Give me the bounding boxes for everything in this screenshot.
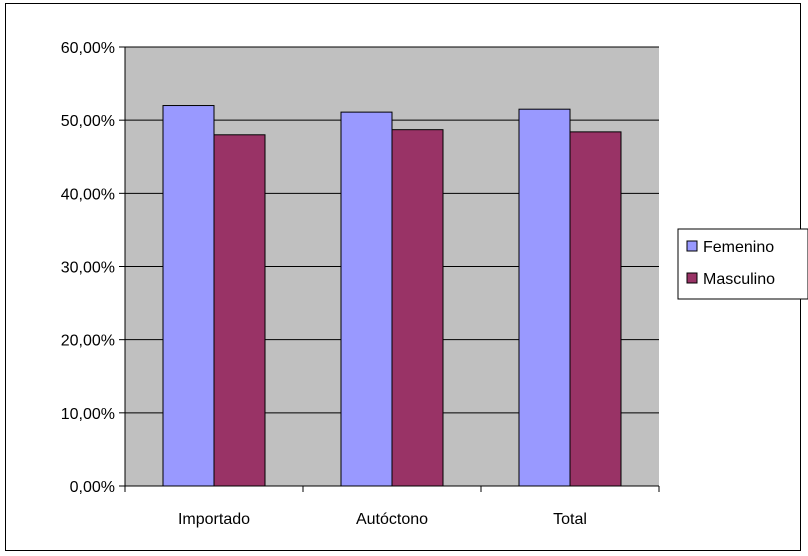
bar-masculino-1: [213, 134, 266, 487]
y-tick-label: 10,00%: [61, 406, 115, 423]
y-tick-label: 60,00%: [61, 40, 115, 57]
x-axis-tick-labels: Importado Autóctono Total: [178, 511, 587, 528]
bar-masculino-3: [569, 131, 622, 487]
legend-label-femenino: Femenino: [703, 239, 774, 256]
x-tick-label: Total: [553, 511, 587, 528]
legend-swatch-femenino: [686, 240, 698, 252]
bar-masculino-2: [391, 129, 444, 487]
bar-femenino-3: [518, 108, 571, 487]
bar-femenino-1: [162, 105, 215, 487]
legend-box: [677, 228, 808, 300]
bars: [162, 105, 622, 487]
y-tick-label: 30,00%: [61, 260, 115, 277]
axes: [119, 46, 660, 492]
y-tick-label: 50,00%: [61, 113, 115, 130]
bar-femenino-2: [340, 111, 393, 487]
y-tick-label: 20,00%: [61, 333, 115, 350]
x-tick-label: Importado: [178, 511, 250, 528]
y-tick-label: 0,00%: [70, 479, 115, 496]
y-tick-label: 40,00%: [61, 186, 115, 203]
legend-label-masculino: Masculino: [703, 271, 775, 288]
legend: Femenino Masculino: [677, 228, 808, 300]
y-axis-tick-labels: 0,00% 10,00% 20,00% 30,00% 40,00% 50,00% 60,00…: [61, 40, 115, 496]
x-tick-label: Autóctono: [356, 511, 428, 528]
legend-swatch-masculino: [686, 272, 698, 284]
